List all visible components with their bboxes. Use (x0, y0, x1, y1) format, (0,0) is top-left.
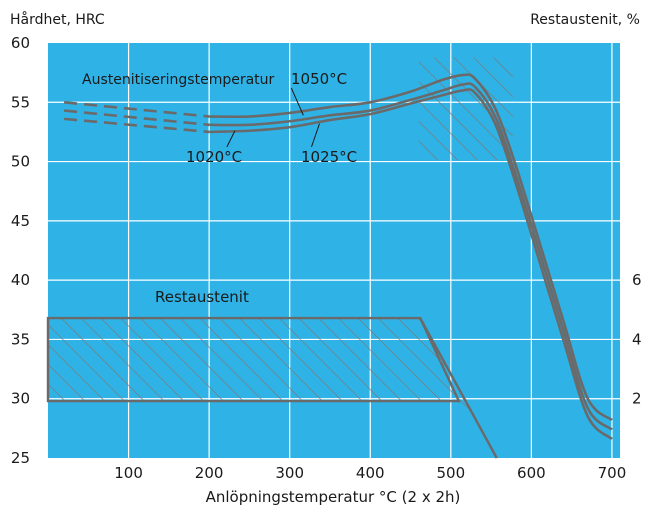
leader-1020 (226, 130, 236, 148)
series-dashed-0 (63, 100, 210, 118)
series-line-2 (209, 88, 613, 441)
restaustenit-slope (419, 317, 498, 459)
series-line-1 (209, 82, 613, 431)
x-tick-label-200: 200 (195, 464, 224, 482)
x-tick-label-500: 500 (436, 464, 465, 482)
x-tick-label-600: 600 (517, 464, 546, 482)
y-left-tick-label-35: 35 (11, 330, 30, 348)
leader-lines (226, 87, 320, 148)
hardness-peak-zone (418, 57, 513, 161)
series-lines (63, 73, 613, 441)
y-axis-right-label: Restaustenit, % (530, 12, 640, 28)
leader-1025 (310, 123, 320, 148)
tick-labels: 100 200 300 400 500 600 700 25 30 35 40 45 50 55 60 2 4 6 (11, 34, 642, 482)
leader-1050 (290, 87, 304, 116)
y-right-tick-label-4: 4 (632, 330, 642, 348)
x-tick-label-100: 100 (114, 464, 143, 482)
x-tick-label-700: 700 (598, 464, 627, 482)
x-tick-label-400: 400 (356, 464, 385, 482)
y-left-tick-label-60: 60 (11, 34, 30, 52)
series-dashed-1 (63, 109, 210, 127)
series-line-0 (209, 73, 613, 422)
restaustenit-label: Restaustenit (155, 288, 249, 306)
series-dashed-2 (63, 117, 210, 134)
series-label-1025: 1025°C (301, 148, 357, 166)
y-left-tick-label-55: 55 (11, 93, 30, 111)
y-right-tick-label-2: 2 (632, 390, 642, 408)
y-left-tick-label-50: 50 (11, 153, 30, 171)
series-label-1020: 1020°C (186, 148, 242, 166)
y-left-tick-label-25: 25 (11, 449, 30, 467)
y-left-tick-label-45: 45 (11, 212, 30, 230)
x-tick-label-300: 300 (275, 464, 304, 482)
x-axis-label: Anlöpningstemperatur °C (2 x 2h) (206, 488, 461, 506)
y-left-tick-label-40: 40 (11, 271, 30, 289)
hatched-regions (46, 57, 513, 459)
y-right-tick-label-6: 6 (632, 271, 642, 289)
series-label-1050: 1050°C (291, 70, 347, 88)
austenitizing-label: Austenitiseringstemperatur (82, 72, 275, 88)
y-axis-left-label: Hårdhet, HRC (10, 11, 105, 28)
restaustenit-region (46, 316, 461, 403)
y-left-tick-label-30: 30 (11, 390, 30, 408)
